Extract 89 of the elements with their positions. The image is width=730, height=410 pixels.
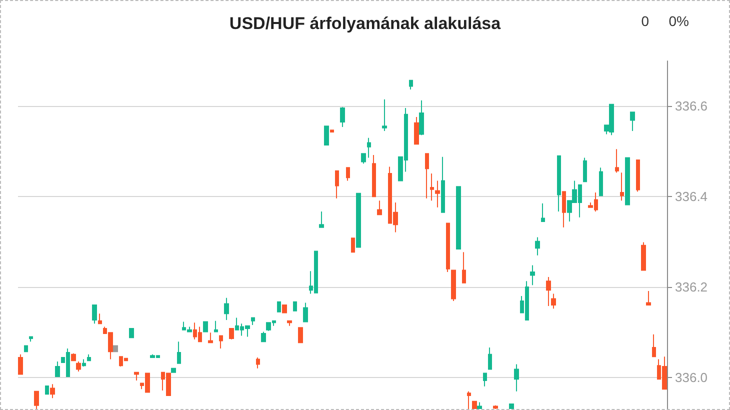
- candlestick: [530, 264, 535, 286]
- candlestick: [477, 402, 482, 409]
- candlestick: [324, 126, 329, 146]
- candlestick: [620, 172, 624, 202]
- candlestick: [535, 236, 540, 256]
- candlestick: [351, 238, 355, 253]
- candlestick: [483, 372, 487, 387]
- candlestick: [557, 155, 561, 212]
- candlestick: [546, 276, 551, 306]
- candlestick: [251, 317, 255, 326]
- candlestick: [435, 180, 440, 208]
- candlestick: [287, 320, 292, 326]
- candlestick: [472, 400, 477, 409]
- candlestick: [293, 301, 297, 312]
- y-tick-label: 336.6: [675, 98, 708, 114]
- y-tick-label: 336.4: [675, 189, 708, 204]
- candlestick: [71, 352, 76, 362]
- candlestick: [92, 304, 97, 324]
- candlestick: [224, 297, 229, 320]
- candlestick: [625, 157, 630, 206]
- candlestick: [367, 137, 371, 158]
- candlestick: [414, 116, 419, 145]
- candlestick: [282, 304, 287, 314]
- candlestick: [171, 368, 176, 373]
- candlestick: [87, 354, 91, 362]
- candlestick: [76, 361, 81, 372]
- candlestick: [18, 354, 23, 375]
- candlestick: [641, 242, 646, 271]
- y-tick-label: 336.2: [675, 279, 708, 294]
- candlestick: [446, 222, 450, 273]
- candlestick: [630, 112, 635, 132]
- candlestick: [319, 211, 324, 228]
- candlestick: [361, 153, 366, 164]
- candlestick: [646, 290, 651, 306]
- y-tick-label: 336.0: [675, 370, 708, 385]
- candlestick: [298, 327, 303, 344]
- candlestick: [441, 156, 445, 213]
- candlestick: [55, 361, 60, 377]
- candlestick: [134, 372, 139, 382]
- candlestick: [372, 154, 376, 198]
- text: 0%: [668, 13, 689, 29]
- candlestick: [261, 331, 266, 342]
- candlestick: [382, 98, 387, 132]
- candlestick: [208, 332, 213, 344]
- candlestick: [488, 347, 492, 370]
- candlestick: [50, 384, 55, 399]
- candlestick: [330, 130, 334, 132]
- candlestick: [493, 404, 498, 409]
- text: 0: [641, 13, 650, 29]
- candlestick: [303, 302, 308, 322]
- candlestick: [636, 159, 640, 192]
- candlestick: [451, 270, 456, 302]
- candlestick: [98, 313, 102, 324]
- candlestick: [615, 148, 619, 174]
- candlestick: [467, 390, 471, 409]
- candlestick: [219, 335, 223, 349]
- candlestick: [113, 345, 118, 352]
- candlestick: [346, 167, 350, 182]
- candlestick: [356, 192, 361, 248]
- candlestick: [425, 153, 429, 199]
- candlestick: [335, 170, 339, 199]
- candlestick: [82, 358, 86, 368]
- candlestick: [562, 191, 566, 228]
- candlestick: [29, 336, 33, 342]
- candlestick: [430, 173, 434, 202]
- candlestick: [514, 364, 519, 392]
- candlestick: [229, 328, 234, 340]
- candlestick: [599, 167, 603, 196]
- candlestick: [340, 106, 345, 128]
- candlestick: [419, 100, 424, 136]
- candlestick: [409, 80, 413, 90]
- candlestick: [456, 186, 461, 250]
- chart-title: USD/HUF árfolyamának alakulása: [229, 14, 502, 33]
- candlestick: [34, 390, 39, 409]
- candlestick: [652, 334, 656, 358]
- candlestick: [509, 404, 514, 409]
- candlestick: [24, 345, 28, 352]
- candlestick: [462, 252, 466, 284]
- candlestick: [256, 356, 260, 369]
- candlestick: [277, 301, 281, 312]
- candlestick: [583, 157, 587, 182]
- candlestick: [541, 202, 545, 222]
- candlestick: [551, 293, 556, 310]
- candlestick: [45, 385, 49, 395]
- candlestick: [214, 320, 218, 332]
- candlestick: [203, 321, 208, 332]
- candlestick: [377, 200, 382, 216]
- candlestick: [177, 341, 181, 364]
- candlestick: [129, 328, 134, 338]
